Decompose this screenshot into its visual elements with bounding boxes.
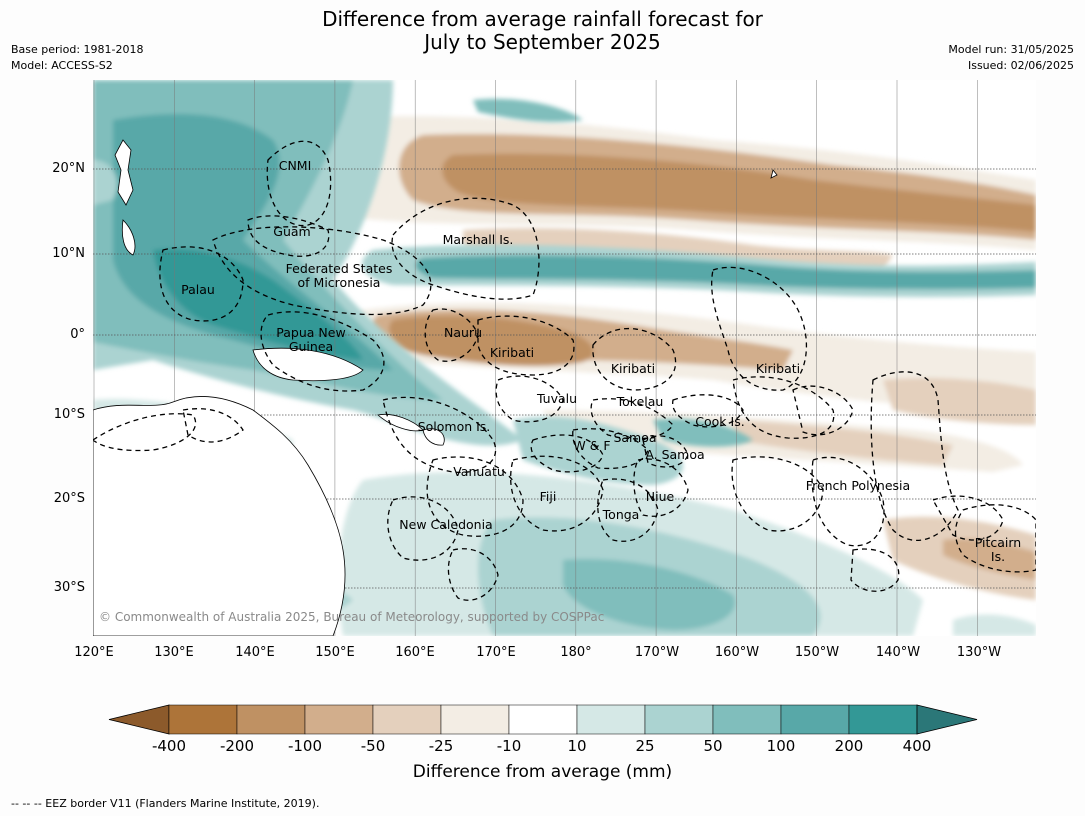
cb-label-50: 50	[703, 737, 723, 755]
label-fsm-2: of Micronesia	[298, 275, 381, 290]
xtick-180: 180°	[560, 645, 592, 660]
map-title: Difference from average rainfall forecas…	[0, 8, 1085, 54]
ytick-30s: 30°S	[53, 580, 85, 595]
colorbar	[108, 704, 978, 735]
cb-label-200: 200	[834, 737, 864, 755]
label-french-polynesia: French Polynesia	[806, 478, 910, 493]
colorbar-bin	[236, 704, 306, 735]
base-period: Base period: 1981-2018	[11, 43, 144, 56]
xtick-130e: 130°E	[154, 645, 194, 660]
cb-label-400: 400	[902, 737, 932, 755]
ytick-10n: 10°N	[52, 246, 85, 261]
colorbar-bin	[644, 704, 714, 735]
label-palau: Palau	[181, 282, 215, 297]
label-kiribati-west: Kiribati	[490, 345, 534, 360]
issued-date: Issued: 02/06/2025	[967, 59, 1074, 72]
colorbar-bin	[168, 704, 238, 735]
label-marshall: Marshall Is.	[443, 232, 514, 247]
label-samoa: Samoa	[613, 430, 656, 445]
colorbar-arrow-right	[916, 704, 978, 735]
model-name: Model: ACCESS-S2	[11, 59, 113, 72]
cb-label-neg50: -50	[360, 737, 386, 755]
cb-label-neg400: -400	[151, 737, 187, 755]
label-png-2: Guinea	[289, 339, 333, 354]
cb-label-neg25: -25	[428, 737, 454, 755]
colorbar-bin	[304, 704, 374, 735]
label-pitcairn-2: Is.	[991, 549, 1005, 564]
xtick-170w: 170°W	[634, 645, 680, 660]
xtick-140e: 140°E	[235, 645, 275, 660]
ytick-20n: 20°N	[52, 161, 85, 176]
footnote: -- -- -- EEZ border V11 (Flanders Marine…	[11, 797, 320, 810]
colorbar-bin	[576, 704, 646, 735]
label-solomon: Solomon Is.	[418, 419, 491, 434]
cb-label-neg100: -100	[287, 737, 323, 755]
label-tuvalu: Tuvalu	[536, 391, 577, 406]
rainfall-map: CNMI Guam Marshall Is. Federated States …	[93, 80, 1036, 636]
label-png-1: Papua New	[276, 325, 345, 340]
label-guam: Guam	[273, 224, 310, 239]
label-pitcairn-1: Pitcairn	[975, 535, 1021, 550]
colorbar-bin	[780, 704, 850, 735]
label-kiribati-central: Kiribati	[611, 361, 655, 376]
meta-left: Base period: 1981-2018 Model: ACCESS-S2	[11, 42, 143, 74]
colorbar-bin	[372, 704, 442, 735]
title-line-1: Difference from average rainfall forecas…	[322, 7, 763, 31]
label-fsm-1: Federated States	[286, 261, 393, 276]
label-cook: Cook Is.	[695, 414, 744, 429]
ytick-20s: 20°S	[53, 491, 85, 506]
title-line-2: July to September 2025	[424, 30, 661, 54]
model-run: Model run: 31/05/2025	[948, 43, 1074, 56]
xtick-120e: 120°E	[74, 645, 114, 660]
label-kiribati-east: Kiribati	[756, 361, 800, 376]
label-cnmi: CNMI	[279, 158, 312, 173]
cb-label-100: 100	[766, 737, 796, 755]
label-nauru: Nauru	[444, 325, 482, 340]
label-new-caledonia: New Caledonia	[399, 517, 492, 532]
xtick-160e: 160°E	[395, 645, 435, 660]
ytick-0: 0°	[70, 327, 85, 342]
colorbar-arrow-left	[108, 704, 170, 735]
label-american-samoa: A. Samoa	[645, 447, 704, 462]
ytick-10s: 10°S	[53, 407, 85, 422]
copyright-notice: © Commonwealth of Australia 2025, Bureau…	[99, 610, 604, 624]
label-tonga: Tonga	[602, 507, 640, 522]
colorbar-bin	[508, 704, 578, 735]
label-wallis-futuna: W & F	[573, 438, 610, 453]
xtick-130w: 130°W	[956, 645, 1002, 660]
xtick-160w: 160°W	[714, 645, 760, 660]
coastlines	[93, 139, 778, 636]
cb-label-neg200: -200	[219, 737, 255, 755]
xtick-140w: 140°W	[875, 645, 921, 660]
xtick-170e: 170°E	[476, 645, 516, 660]
cb-label-10: 10	[567, 737, 587, 755]
region-labels: CNMI Guam Marshall Is. Federated States …	[181, 158, 1021, 564]
cb-label-neg10: -10	[496, 737, 522, 755]
label-vanuatu: Vanuatu	[453, 464, 505, 479]
colorbar-bin	[848, 704, 918, 735]
colorbar-bin	[440, 704, 510, 735]
meta-right: Model run: 31/05/2025 Issued: 02/06/2025	[948, 42, 1074, 74]
label-niue: Niue	[646, 489, 675, 504]
label-tokelau: Tokelau	[616, 394, 664, 409]
xtick-150e: 150°E	[315, 645, 355, 660]
colorbar-title: Difference from average (mm)	[412, 762, 673, 782]
xtick-150w: 150°W	[794, 645, 840, 660]
colorbar-bin	[712, 704, 782, 735]
label-fiji: Fiji	[540, 489, 557, 504]
eez-borders	[93, 140, 1036, 601]
cb-label-25: 25	[635, 737, 655, 755]
